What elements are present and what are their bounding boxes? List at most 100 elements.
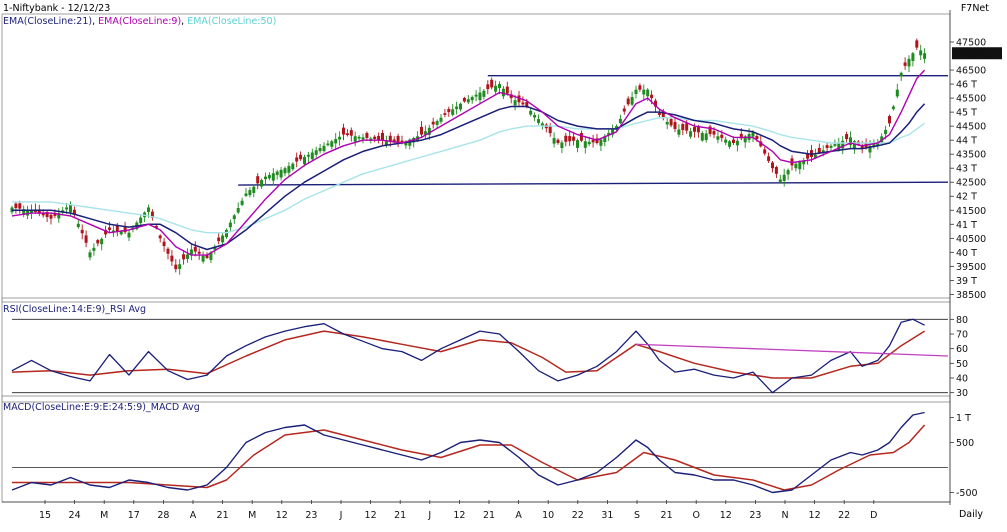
candle-body [431, 121, 435, 125]
candle-body [162, 241, 166, 247]
x-tick-label: 24 [69, 510, 81, 521]
price-tick-label: 42500 [956, 178, 986, 189]
candle-body [318, 148, 322, 152]
x-tick-label: 12 [365, 510, 377, 521]
candle-body [669, 118, 673, 126]
candle-body [45, 211, 49, 217]
candle-body [244, 193, 248, 196]
x-tick-label: S [634, 510, 640, 521]
candle-body [685, 123, 689, 131]
candle-body [193, 246, 197, 252]
instrument-name: 1-Niftybank [3, 3, 59, 14]
candle-body [252, 186, 256, 193]
candle-body [37, 209, 41, 214]
candle-body [521, 102, 525, 105]
price-tick-label: 45500 [956, 94, 986, 105]
candle-body [868, 145, 872, 153]
x-tick-label: A [515, 510, 522, 521]
last-price-marker [952, 47, 1002, 60]
x-tick-label: 23 [749, 510, 761, 521]
candle-body [751, 131, 755, 137]
candle-body [373, 136, 377, 140]
rsi-tick-label: 80 [956, 315, 968, 326]
candle-body [30, 210, 33, 214]
x-tick-label: M [248, 510, 256, 521]
candle-body [494, 85, 498, 92]
rsi-panel-frame [1, 297, 951, 403]
candle-body [693, 127, 696, 132]
candle-body [704, 133, 708, 141]
candle-body [579, 133, 583, 141]
candle-body [833, 144, 837, 146]
candle-body [638, 85, 642, 90]
candle-body [381, 132, 384, 141]
x-tick-label: M [100, 510, 108, 521]
price-tick-label: 41500 [956, 206, 986, 217]
candle-body [724, 139, 728, 143]
candle-body [498, 84, 501, 89]
candle-body [654, 100, 657, 107]
candle-body [334, 139, 338, 144]
candle-body [564, 135, 568, 142]
candle-body [599, 139, 603, 146]
candle-body [907, 58, 911, 67]
macd-avg-line [12, 424, 926, 491]
candle-body [560, 142, 564, 149]
price-tick-label: 43 T [956, 164, 977, 175]
candle-body [626, 98, 630, 105]
candle-body [72, 209, 76, 215]
rsi-avg-line [11, 330, 925, 379]
candle-body [849, 137, 852, 146]
candle-body [513, 100, 517, 106]
candle-body [65, 207, 69, 210]
candle-body [462, 97, 466, 102]
brand-label: F7Net [960, 3, 989, 14]
candle-body [677, 129, 681, 135]
candle-body [260, 179, 264, 187]
candle-body [622, 108, 626, 112]
rsi-title-text: RSI(CloseLine:14:E:9)_RSI Avg [3, 304, 147, 315]
candle-body [291, 163, 295, 170]
candle-body [529, 110, 533, 115]
candle-body [225, 229, 228, 238]
candle-body [345, 133, 349, 136]
x-tick-label: 12 [276, 510, 288, 521]
candle-body [611, 129, 615, 135]
ema21-line [12, 103, 926, 251]
candle-body [778, 179, 782, 182]
candle-body [700, 132, 704, 141]
candle-body [88, 252, 92, 258]
x-tick-label: 22 [838, 510, 850, 521]
candle-body [69, 204, 72, 213]
candle-body [108, 227, 111, 230]
candle-body [642, 89, 646, 95]
candle-body [459, 103, 462, 110]
candle-body [759, 141, 763, 147]
candle-body [860, 145, 864, 149]
x-tick-label: 10 [542, 510, 554, 521]
candle-body [728, 141, 732, 147]
candle-body [236, 208, 240, 213]
price-tick-label: 38500 [956, 290, 986, 301]
candle-body [170, 255, 174, 262]
candle-body [287, 165, 291, 173]
candle-body [735, 140, 739, 146]
candle-body [794, 163, 798, 169]
candle-body [470, 96, 474, 101]
candle-body [739, 133, 743, 139]
candle-body [439, 117, 443, 122]
candle-body [256, 176, 260, 184]
candle-body [303, 156, 306, 165]
candle-body [408, 139, 412, 146]
candle-body [205, 255, 209, 258]
candle-body [221, 235, 225, 243]
candle-body [466, 99, 470, 103]
candle-body [888, 116, 891, 124]
ema50-line [12, 116, 926, 234]
candle-body [22, 209, 26, 215]
candle-body [392, 139, 396, 142]
x-tick-label: J [339, 510, 343, 521]
candle-body [267, 174, 271, 179]
x-tick-label: 21 [394, 510, 406, 521]
candle-body [228, 222, 232, 228]
